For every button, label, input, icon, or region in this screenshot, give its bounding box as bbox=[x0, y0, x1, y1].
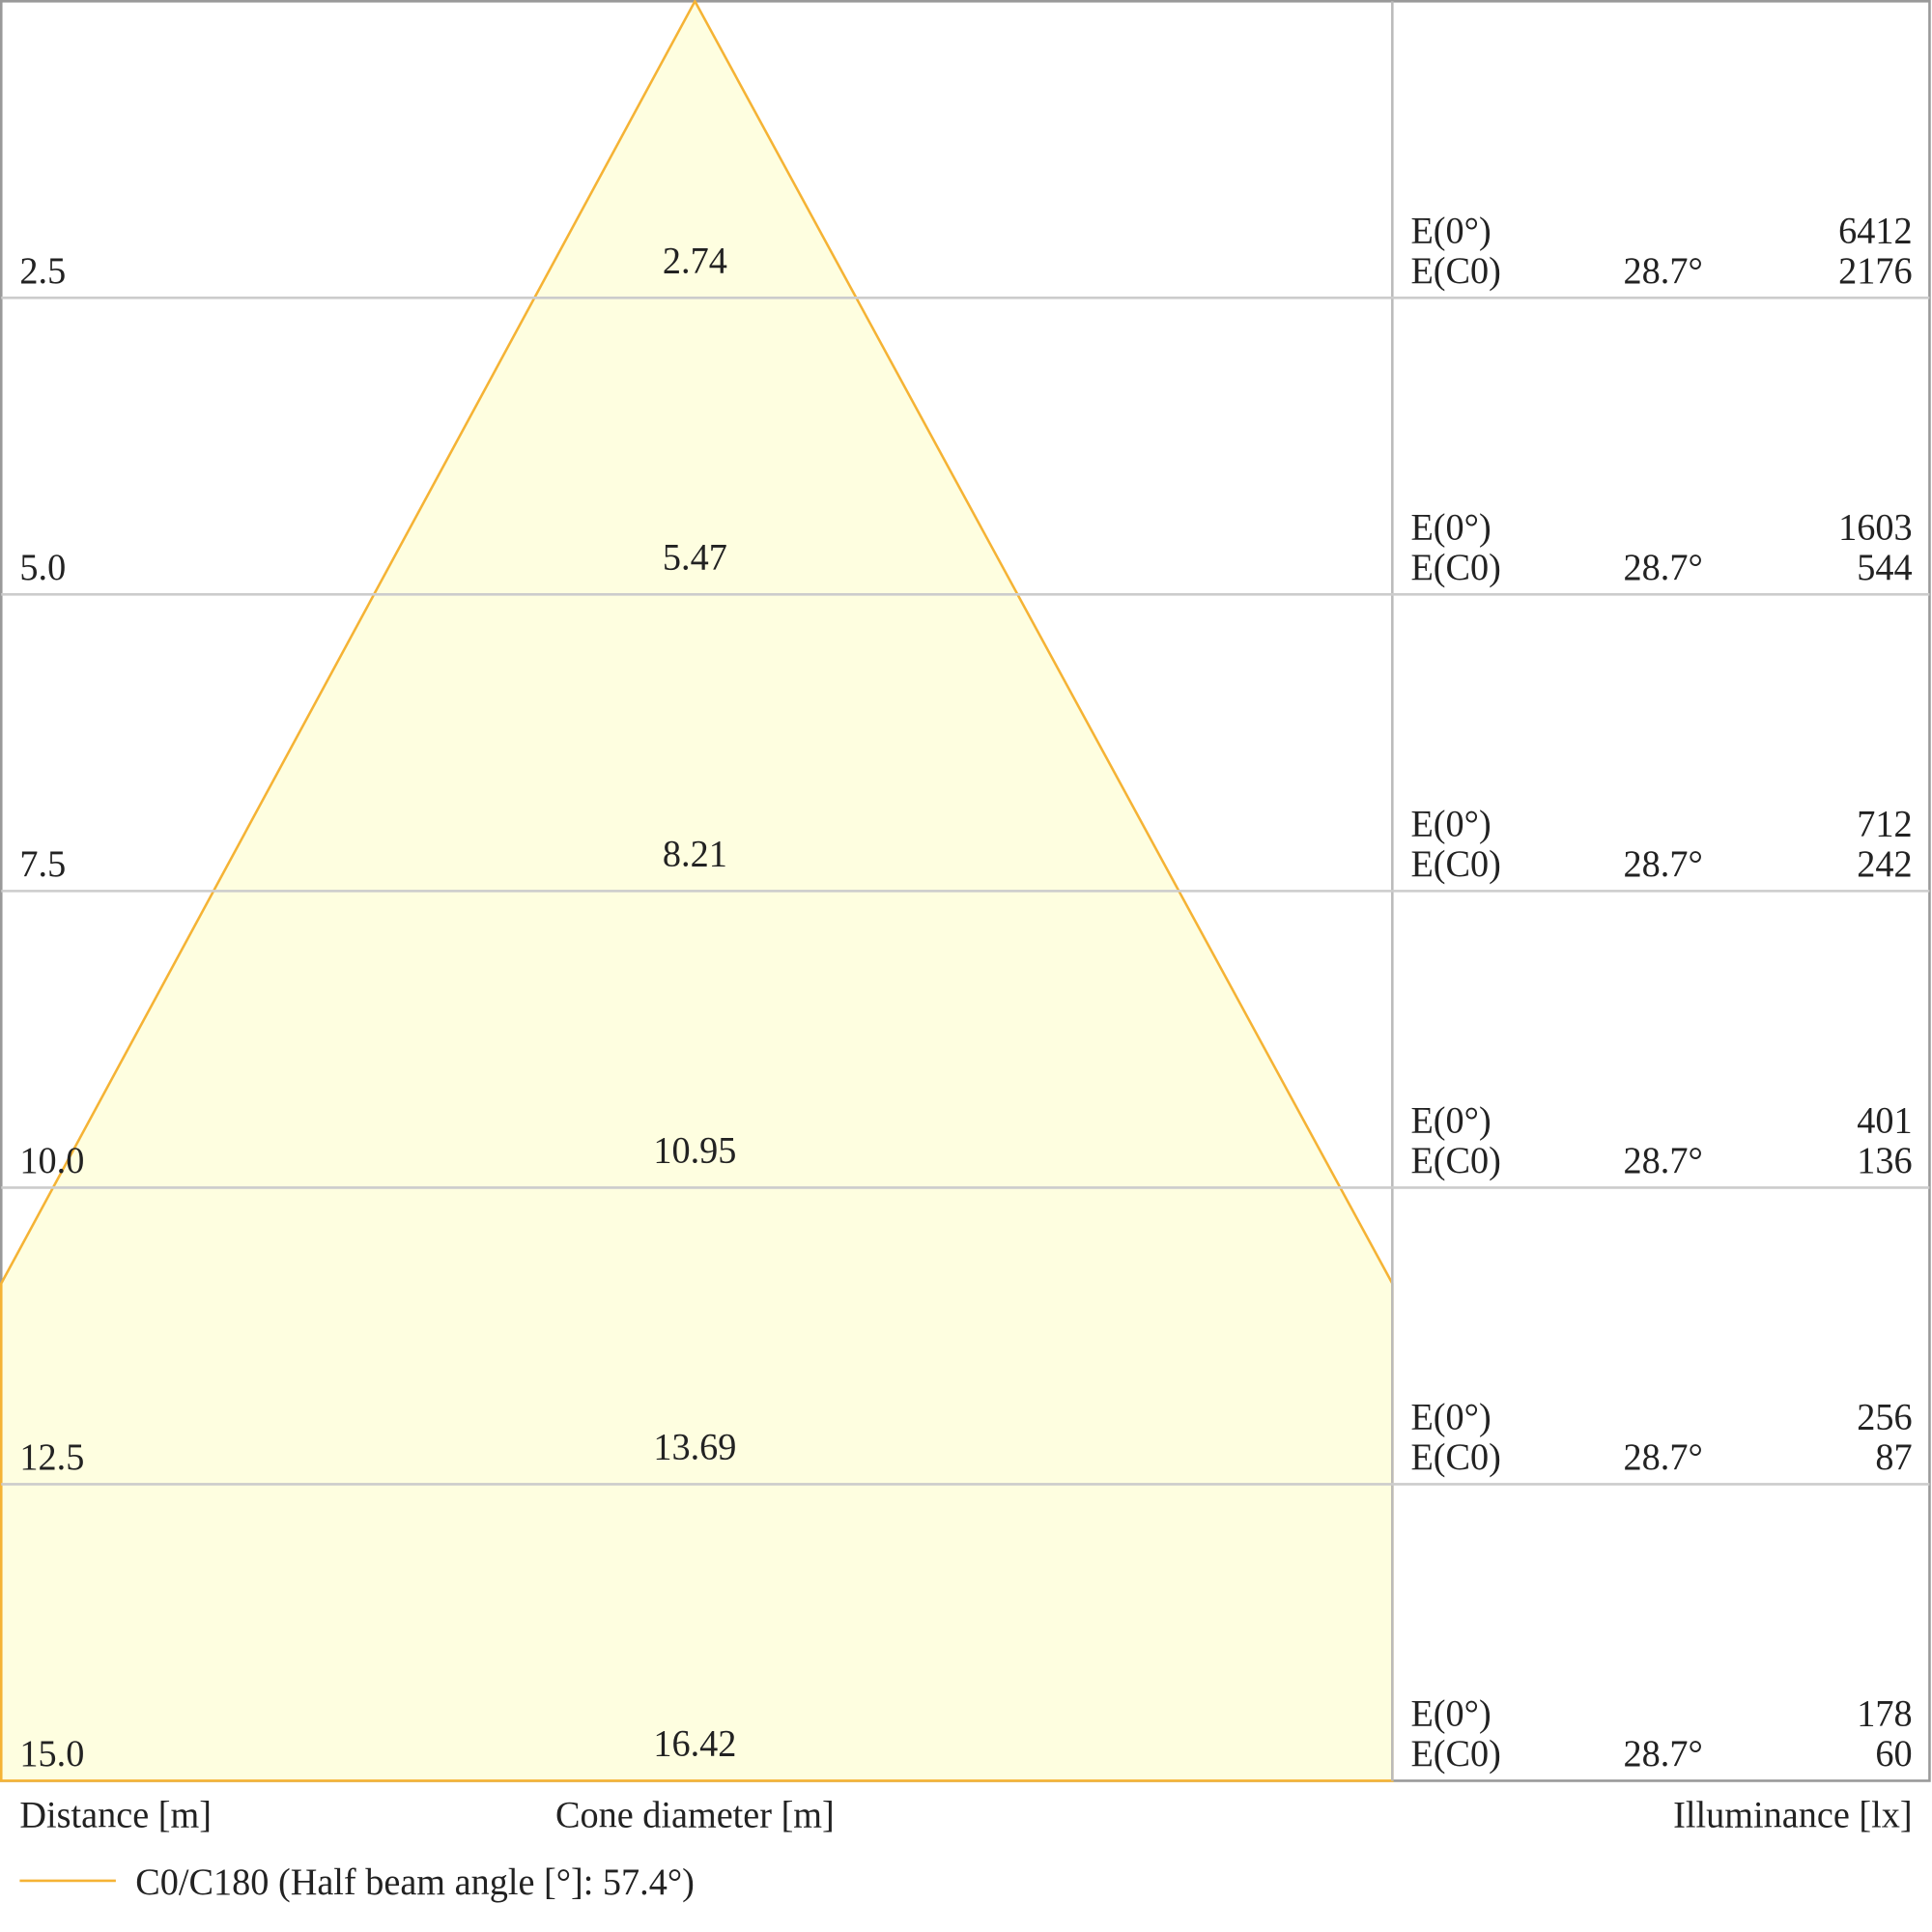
ec0-value: 2176 bbox=[1838, 251, 1912, 292]
angle: 28.7° bbox=[1624, 1734, 1703, 1775]
angle: 28.7° bbox=[1624, 251, 1703, 292]
angle: 28.7° bbox=[1624, 1141, 1703, 1181]
ec0-label: E(C0) bbox=[1410, 548, 1500, 588]
angle: 28.7° bbox=[1624, 844, 1703, 885]
e0-label: E(0°) bbox=[1410, 507, 1491, 548]
e0-value: 1603 bbox=[1838, 507, 1912, 548]
distance: 7.5 bbox=[19, 844, 66, 885]
ec0-label: E(C0) bbox=[1410, 251, 1500, 292]
distance-label: Distance [m] bbox=[19, 1795, 212, 1835]
e0-value: 712 bbox=[1857, 804, 1912, 844]
ec0-value: 242 bbox=[1857, 844, 1912, 885]
diameter: 10.95 bbox=[653, 1130, 736, 1171]
e0-label: E(0°) bbox=[1410, 804, 1491, 844]
diameter: 16.42 bbox=[653, 1723, 736, 1764]
ec0-label: E(C0) bbox=[1410, 1734, 1500, 1775]
rows: 2.5 2.74 E(0°) 6412 E(C0) 28.7° 2176 5.0 5.47 E(0… bbox=[1, 211, 1930, 1775]
ec0-label: E(C0) bbox=[1410, 1141, 1500, 1181]
ec0-label: E(C0) bbox=[1410, 844, 1500, 885]
distance: 5.0 bbox=[19, 548, 66, 588]
ec0-value: 544 bbox=[1857, 548, 1912, 588]
diameter: 2.74 bbox=[663, 241, 727, 281]
angle: 28.7° bbox=[1624, 1437, 1703, 1478]
distance: 10.0 bbox=[19, 1141, 84, 1181]
distance: 12.5 bbox=[19, 1437, 84, 1478]
e0-value: 256 bbox=[1857, 1397, 1912, 1437]
ec0-label: E(C0) bbox=[1410, 1437, 1500, 1478]
diameter: 13.69 bbox=[653, 1427, 736, 1467]
diameter: 8.21 bbox=[663, 834, 727, 874]
illuminance-label: Illuminance [lx] bbox=[1673, 1795, 1912, 1835]
distance: 2.5 bbox=[19, 251, 66, 292]
cone-label: Cone diameter [m] bbox=[555, 1795, 835, 1835]
diameter: 5.47 bbox=[663, 537, 727, 578]
ec0-value: 60 bbox=[1875, 1734, 1912, 1775]
ec0-value: 87 bbox=[1875, 1437, 1912, 1478]
e0-label: E(0°) bbox=[1410, 1397, 1491, 1437]
e0-label: E(0°) bbox=[1410, 211, 1491, 251]
angle: 28.7° bbox=[1624, 548, 1703, 588]
e0-value: 401 bbox=[1857, 1100, 1912, 1141]
e0-value: 6412 bbox=[1838, 211, 1912, 251]
ec0-value: 136 bbox=[1857, 1141, 1912, 1181]
e0-label: E(0°) bbox=[1410, 1100, 1491, 1141]
e0-label: E(0°) bbox=[1410, 1693, 1491, 1734]
e0-value: 178 bbox=[1857, 1693, 1912, 1734]
distance: 15.0 bbox=[19, 1734, 84, 1775]
legend-label: C0/C180 (Half beam angle [°]: 57.4°) bbox=[135, 1862, 695, 1903]
